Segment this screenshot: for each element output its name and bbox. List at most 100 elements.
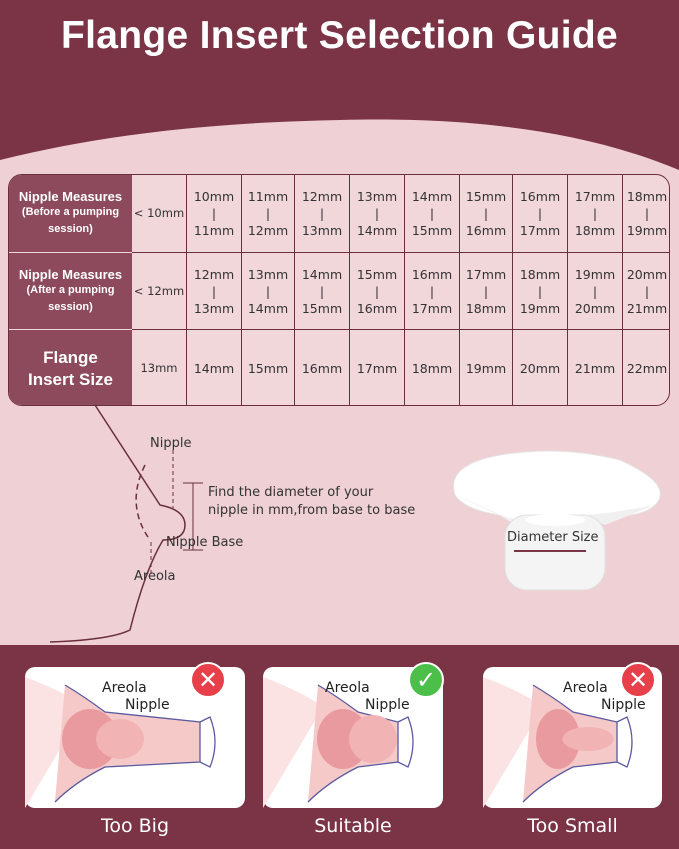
nipple-label: Nipple <box>365 697 410 713</box>
diameter-size-label: Diameter Size <box>507 530 599 545</box>
cell-text: | <box>211 283 217 299</box>
instruction-line: nipple in mm,from base to base <box>208 503 416 518</box>
cell-text: 12mm <box>193 266 235 282</box>
x-icon: ✕ <box>190 662 226 698</box>
page-title: Flange Insert Selection Guide <box>61 14 618 57</box>
cell-text: | <box>644 283 650 299</box>
cell-text: 15mm <box>356 266 398 282</box>
row-header-title: Flange Insert Size <box>27 347 114 389</box>
cell-text: 15mm <box>465 189 507 204</box>
cell-text: 15mm <box>247 361 289 376</box>
table-cell: < 12mm <box>132 253 186 330</box>
cell-text: | <box>374 283 380 299</box>
cell-text: | <box>592 206 598 221</box>
cell-text: 22mm <box>626 361 668 376</box>
row-header: Nipple Measures (Before a pumping session… <box>9 175 132 253</box>
table-cell: 22mm <box>622 330 669 405</box>
table-cell: 20mm <box>512 330 567 405</box>
cell-text: 17mm <box>465 266 507 282</box>
table-cell: 18mm <box>404 330 459 405</box>
areola-label: Areola <box>134 569 176 584</box>
areola-label: Areola <box>325 680 370 696</box>
table-cell: 17mm | 18mm <box>567 175 622 253</box>
fit-card: Areola Nipple ✕ <box>25 662 245 808</box>
cell-text: 16mm <box>465 223 507 238</box>
table-cell: 15mm <box>241 330 294 405</box>
cell-text: 17mm <box>411 300 453 316</box>
table-cell: 16mm | 17mm <box>512 175 567 253</box>
table-cell: 17mm | 18mm <box>459 253 512 330</box>
cell-text: 19mm <box>574 266 616 282</box>
cell-text: | <box>265 206 271 221</box>
table-cell: 14mm <box>186 330 241 405</box>
table-cell: 13mm <box>132 330 186 405</box>
table-cell: 19mm <box>459 330 512 405</box>
table-cell: 16mm <box>294 330 349 405</box>
cell-text: 14mm <box>193 361 235 376</box>
cell-text: 20mm <box>519 361 561 376</box>
cell-text: 18mm <box>465 300 507 316</box>
cell-text: 14mm <box>356 223 398 238</box>
table-cell: < 10mm <box>132 175 186 253</box>
cell-text: | <box>537 206 543 221</box>
cell-text: 10mm <box>193 189 235 204</box>
row-header: Nipple Measures (After a pumping session) <box>9 253 132 330</box>
cell-text: 11mm <box>193 223 235 238</box>
table-cell: 13mm | 14mm <box>349 175 404 253</box>
cell-text: 16mm <box>519 189 561 204</box>
table-cell: 10mm | 11mm <box>186 175 241 253</box>
table-cell: 16mm | 17mm <box>404 253 459 330</box>
fit-caption: Suitable <box>314 815 392 837</box>
cell-text: < 12mm <box>133 283 185 298</box>
cell-text: 15mm <box>411 223 453 238</box>
table-cell: 13mm | 14mm <box>241 253 294 330</box>
cell-text: < 10mm <box>133 206 185 220</box>
cell-text: 13mm <box>247 266 289 282</box>
table-cell: 12mm | 13mm <box>186 253 241 330</box>
cell-text: 18mm <box>626 189 668 204</box>
cell-text: 19mm <box>519 300 561 316</box>
table-cell: 17mm <box>349 330 404 405</box>
table-cell: 14mm | 15mm <box>294 253 349 330</box>
size-table: Nipple Measures (Before a pumping session… <box>8 174 670 406</box>
nipple-label: Nipple <box>601 697 646 713</box>
nipple-label: Nipple <box>150 436 192 451</box>
cell-text: 19mm <box>626 223 668 238</box>
fit-caption: Too Small <box>527 815 618 837</box>
table-cell: 15mm | 16mm <box>349 253 404 330</box>
cell-text: 14mm <box>411 189 453 204</box>
cell-text: 19mm <box>465 361 507 376</box>
header-band <box>0 0 679 170</box>
cell-text: 15mm <box>301 300 343 316</box>
cell-text: | <box>592 283 598 299</box>
fit-caption: Too Big <box>100 815 170 837</box>
row-header-subtitle: (After a pumping session) <box>26 283 115 313</box>
cell-text: | <box>429 206 435 221</box>
cell-text: 17mm <box>356 361 398 376</box>
cell-text: 18mm <box>519 266 561 282</box>
cell-text: | <box>483 283 489 299</box>
cell-text: 17mm <box>519 223 561 238</box>
table-cell: 18mm | 19mm <box>512 253 567 330</box>
cell-text: 21mm <box>574 361 616 376</box>
row-header: Flange Insert Size <box>9 330 132 405</box>
cell-text: | <box>265 283 271 299</box>
table-cell: 15mm | 16mm <box>459 175 512 253</box>
cell-text: 20mm <box>626 266 668 282</box>
cell-text: 16mm <box>301 361 343 376</box>
table-cell: 12mm | 13mm <box>294 175 349 253</box>
cell-text: 12mm <box>247 223 289 238</box>
cell-text: | <box>483 206 489 221</box>
table-cell: 11mm | 12mm <box>241 175 294 253</box>
areola-label: Areola <box>102 680 147 696</box>
cell-text: 14mm <box>301 266 343 282</box>
row-header-title: Nipple Measures <box>18 266 123 282</box>
breast-pump-fit-illustration <box>263 677 414 808</box>
instruction-line: Find the diameter of your <box>208 485 374 500</box>
cell-text: 16mm <box>356 300 398 316</box>
cell-text: | <box>537 283 543 299</box>
fit-card: Areola Nipple ✕ <box>483 662 662 808</box>
x-icon: ✕ <box>620 662 656 698</box>
table-cell: 19mm | 20mm <box>567 253 622 330</box>
instruction-text: Find the diameter of your nipple in mm,fr… <box>208 484 415 520</box>
